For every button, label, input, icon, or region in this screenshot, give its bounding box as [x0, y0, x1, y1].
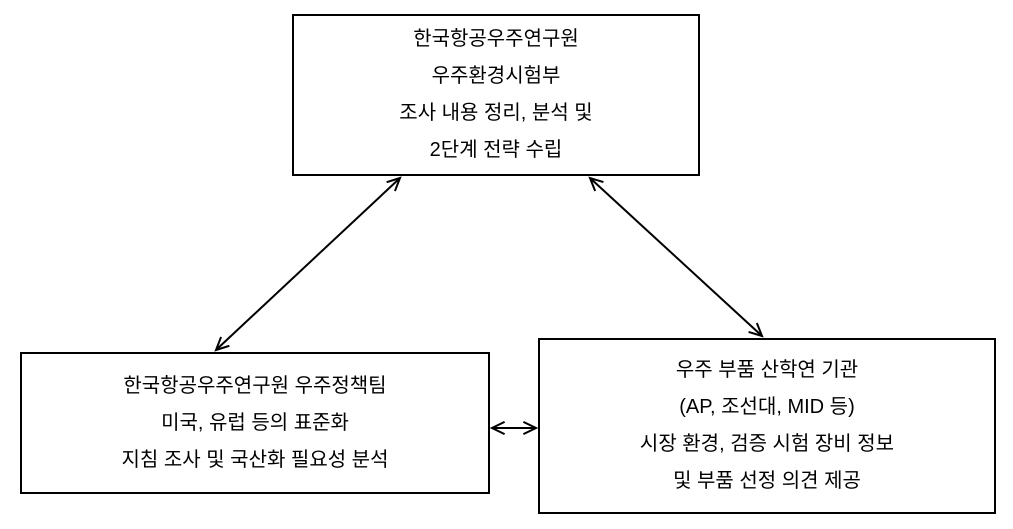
node-left-line-0: 한국항공우주연구원 우주정책팀 — [123, 368, 386, 405]
node-right-line-3: 및 부품 선정 의견 제공 — [673, 463, 861, 500]
node-top-line-3: 2단계 전략 수립 — [430, 132, 563, 169]
node-left: 한국항공우주연구원 우주정책팀 미국, 유럽 등의 표준화 지침 조사 및 국산… — [20, 352, 490, 494]
diagram-canvas: 한국항공우주연구원 우주환경시험부 조사 내용 정리, 분석 및 2단계 전략 … — [0, 0, 1013, 529]
node-top-line-2: 조사 내용 정리, 분석 및 — [399, 95, 592, 132]
node-top: 한국항공우주연구원 우주환경시험부 조사 내용 정리, 분석 및 2단계 전략 … — [292, 14, 700, 176]
node-right: 우주 부품 산학연 기관 (AP, 조선대, MID 등) 시장 환경, 검증 … — [538, 338, 996, 514]
node-top-line-1: 우주환경시험부 — [432, 58, 561, 95]
node-top-line-0: 한국항공우주연구원 — [413, 21, 579, 58]
node-right-line-0: 우주 부품 산학연 기관 — [676, 352, 858, 389]
node-left-line-2: 지침 조사 및 국산화 필요성 분석 — [122, 442, 389, 479]
node-right-line-1: (AP, 조선대, MID 등) — [679, 389, 854, 426]
node-right-line-2: 시장 환경, 검증 시험 장비 정보 — [640, 426, 894, 463]
node-left-line-1: 미국, 유럽 등의 표준화 — [161, 405, 349, 442]
